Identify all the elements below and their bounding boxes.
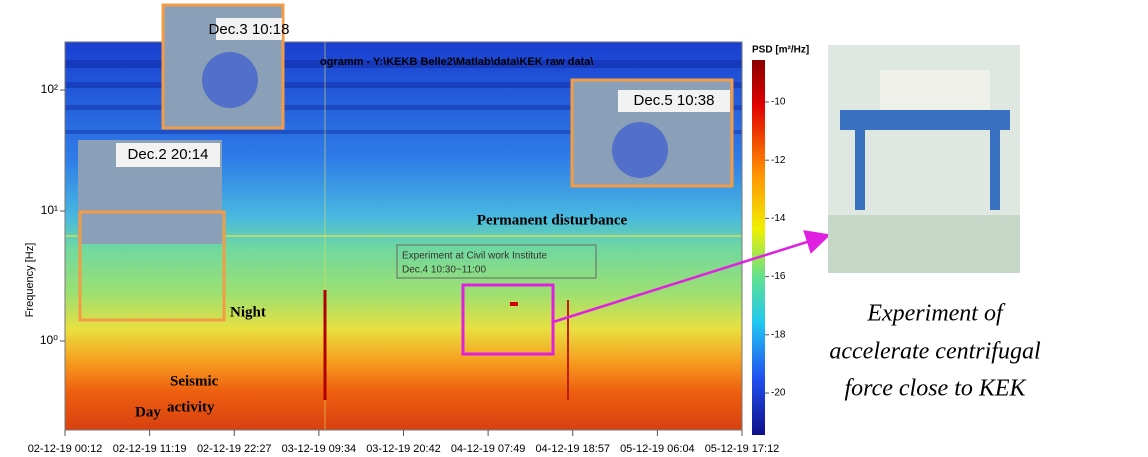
- annotation: activity: [167, 399, 215, 415]
- colorbar-tick-label: -12: [771, 155, 786, 166]
- colorbar-tick-label: -18: [771, 329, 786, 340]
- annotation: Permanent disturbance: [477, 212, 628, 228]
- colorbar: [752, 60, 765, 435]
- x-tick-label: 05-12-19 06:04: [620, 443, 695, 455]
- title: ogramm - Y:\KEKB Belle2\Matlab\data\KEK …: [320, 56, 593, 68]
- x-tick-label: 04-12-19 07:49: [451, 443, 526, 455]
- page: S ogramm - Y:\KEKB Belle2\Matlab\data\KE…: [0, 0, 1148, 457]
- event-spot: [510, 302, 518, 306]
- inset-label: Dec.2 20:14: [128, 146, 209, 163]
- x-tick-label: 02-12-19 11:19: [113, 443, 187, 455]
- y-tick-label: 10²: [41, 82, 58, 96]
- inset-label: Dec.5 10:38: [634, 92, 715, 109]
- colorbar-label: PSD [m²/Hz]: [752, 45, 809, 56]
- map-shape: [612, 122, 668, 178]
- caption: Experiment of: [866, 301, 1006, 327]
- colorbar-tick-label: -14: [771, 213, 786, 224]
- x-tick-label: 03-12-19 20:42: [366, 443, 441, 455]
- x-tick-label: 04-12-19 18:57: [535, 443, 610, 455]
- x-tick-label: 02-12-19 22:27: [197, 443, 272, 455]
- x-tick-label: 02-12-19 00:12: [28, 443, 103, 455]
- colorbar-tick-label: -20: [771, 388, 786, 399]
- photo-shape: [840, 110, 1010, 130]
- photo-floor: [828, 215, 1020, 273]
- y-tick-label: 10⁰: [40, 333, 58, 347]
- map-shape: [202, 52, 258, 108]
- x-tick-label: 05-12-19 17:12: [705, 443, 780, 455]
- annotation: Day: [135, 404, 161, 420]
- photo-shape: [990, 130, 1000, 210]
- y-tick-label: 10¹: [41, 203, 58, 217]
- caption: accelerate centrifugal: [829, 339, 1041, 365]
- photo-shape: [880, 70, 990, 110]
- inset-label: Dec.3 10:18: [209, 21, 290, 38]
- photo-shape: [855, 130, 865, 210]
- y-axis-label: Frequency [Hz]: [24, 243, 36, 318]
- annotation: Dec.4 10:30~11:00: [402, 265, 486, 276]
- annotation: Seismic: [170, 373, 219, 389]
- annotation: Experiment at Civil work Institute: [402, 251, 547, 262]
- colorbar-tick-label: -16: [771, 271, 786, 282]
- annotation: Night: [230, 304, 266, 320]
- x-tick-label: 03-12-19 09:34: [282, 443, 357, 455]
- colorbar-tick-label: -10: [771, 97, 786, 108]
- caption: force close to KEK: [844, 376, 1027, 402]
- figure: S ogramm - Y:\KEKB Belle2\Matlab\data\KE…: [0, 0, 1148, 457]
